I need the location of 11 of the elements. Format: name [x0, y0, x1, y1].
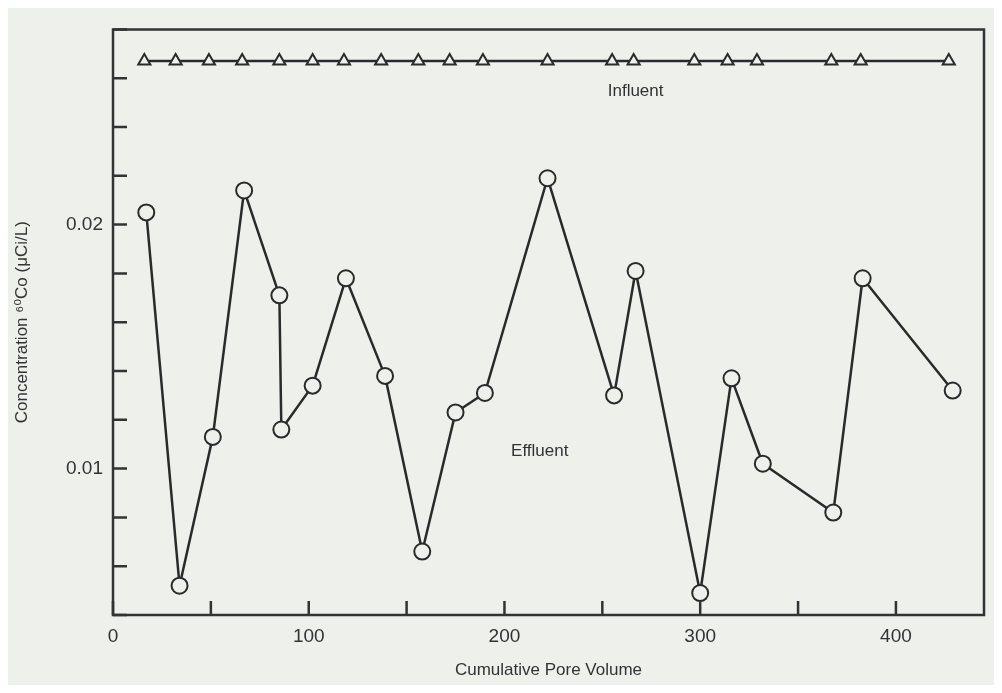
x-tick-label: 300	[684, 624, 717, 646]
x-tick-label: 0	[107, 624, 119, 646]
text: Effluent	[511, 440, 569, 460]
x-axis-title: Cumulative Pore Volume	[454, 660, 643, 680]
y-tick-label: 0.02	[66, 212, 103, 234]
y-tick-label: 0.01	[66, 456, 103, 478]
series-label: Influent	[607, 80, 664, 100]
x-tick-label: 100	[292, 624, 325, 646]
x-tick-label: 200	[488, 624, 521, 646]
y-axis-title: Concentration ⁶⁰Co (μCi/L)	[11, 221, 31, 424]
x-tick-label: 400	[880, 624, 912, 646]
